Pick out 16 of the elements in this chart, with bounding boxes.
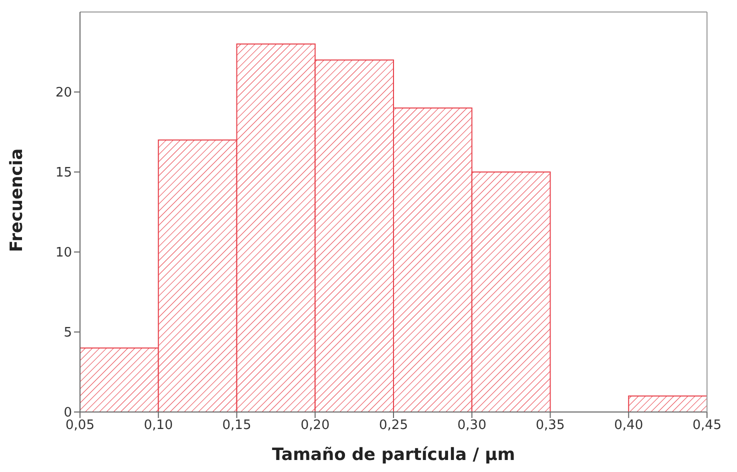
y-tick-label: 20: [55, 86, 72, 101]
x-tick-label: 0,10: [144, 418, 173, 434]
x-axis-title: Tamaño de partícula / µm: [272, 445, 516, 465]
x-tick-label: 0,15: [222, 418, 252, 434]
y-tick-label: 15: [55, 166, 72, 181]
y-tick-label: 0: [64, 406, 72, 421]
x-tick-label: 0,30: [457, 418, 486, 434]
x-tick-label: 0,20: [300, 418, 330, 434]
y-axis-title: Frecuencia: [7, 148, 28, 252]
x-tick-label: 0,45: [692, 418, 722, 434]
x-tick-label: 0,25: [379, 418, 408, 434]
x-tick-label: 0,40: [614, 418, 644, 434]
y-tick-label: 10: [55, 246, 72, 261]
y-tick-label: 5: [64, 326, 72, 341]
x-tick-label: 0,05: [66, 418, 94, 434]
x-tick-label: 0,35: [536, 418, 565, 434]
